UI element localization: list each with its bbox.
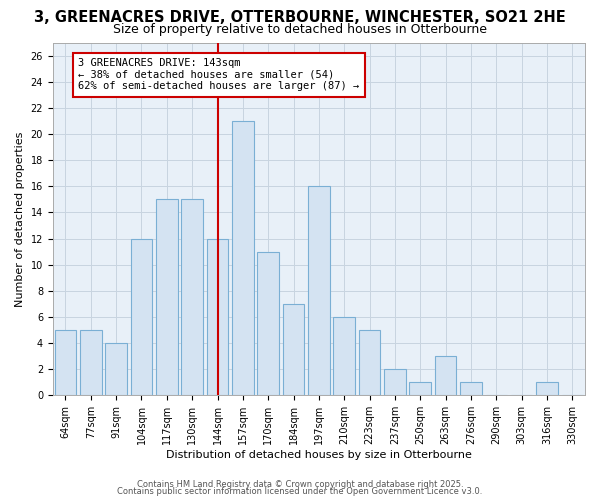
Bar (384, 369, 406, 396)
Text: 3, GREENACRES DRIVE, OTTERBOURNE, WINCHESTER, SO21 2HE: 3, GREENACRES DRIVE, OTTERBOURNE, WINCHE… (34, 10, 566, 25)
Y-axis label: Number of detached properties: Number of detached properties (15, 131, 25, 306)
Text: Contains HM Land Registry data © Crown copyright and database right 2025.: Contains HM Land Registry data © Crown c… (137, 480, 463, 489)
Bar (131, 238, 152, 396)
Text: Size of property relative to detached houses in Otterbourne: Size of property relative to detached ho… (113, 22, 487, 36)
Text: 3 GREENACRES DRIVE: 143sqm
← 38% of detached houses are smaller (54)
62% of semi: 3 GREENACRES DRIVE: 143sqm ← 38% of deta… (78, 58, 359, 92)
Bar (181, 200, 203, 396)
Bar (232, 121, 254, 396)
Bar (55, 330, 76, 396)
Text: Contains public sector information licensed under the Open Government Licence v3: Contains public sector information licen… (118, 488, 482, 496)
Bar (207, 238, 228, 396)
Bar (359, 330, 380, 396)
Bar (460, 382, 482, 396)
Bar (334, 317, 355, 396)
Bar (409, 382, 431, 396)
Bar (257, 252, 279, 396)
Bar (435, 356, 457, 396)
Bar (106, 343, 127, 396)
X-axis label: Distribution of detached houses by size in Otterbourne: Distribution of detached houses by size … (166, 450, 472, 460)
Bar (80, 330, 101, 396)
Bar (283, 304, 304, 396)
Bar (156, 200, 178, 396)
Bar (308, 186, 329, 396)
Bar (536, 382, 558, 396)
